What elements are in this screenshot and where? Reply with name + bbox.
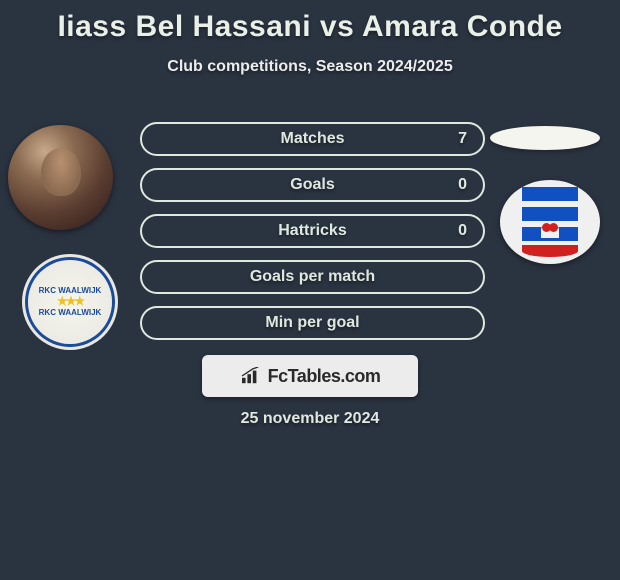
club2-badge xyxy=(500,180,600,264)
stat-row-matches: Matches 7 xyxy=(140,122,485,156)
date-label: 25 november 2024 xyxy=(0,410,620,428)
club1-badge-content: RKC WAALWIJK ★★★ RKC WAALWIJK xyxy=(39,287,102,318)
club2-badge-content xyxy=(522,187,578,257)
stat-label: Goals per match xyxy=(250,268,375,286)
stat-label: Min per goal xyxy=(265,314,359,332)
stat-label: Hattricks xyxy=(278,222,346,240)
stat-row-goals-per-match: Goals per match xyxy=(140,260,485,294)
hearts-icon xyxy=(541,222,559,238)
player1-avatar xyxy=(8,125,113,230)
stat-label: Matches xyxy=(280,130,344,148)
player2-avatar-placeholder xyxy=(490,126,600,150)
stat-row-hattricks: Hattricks 0 xyxy=(140,214,485,248)
stat-row-min-per-goal: Min per goal xyxy=(140,306,485,340)
stat-row-goals: Goals 0 xyxy=(140,168,485,202)
subtitle: Club competitions, Season 2024/2025 xyxy=(0,58,620,76)
club1-stars-icon: ★★★ xyxy=(39,295,102,308)
club1-label-bottom: RKC WAALWIJK xyxy=(39,309,102,318)
brand-badge[interactable]: FcTables.com xyxy=(202,355,418,397)
stat-value: 7 xyxy=(458,130,467,148)
comparison-card: Iiass Bel Hassani vs Amara Conde Club co… xyxy=(0,0,620,580)
stat-value: 0 xyxy=(458,176,467,194)
bar-chart-icon xyxy=(240,367,262,385)
stat-label: Goals xyxy=(290,176,334,194)
brand-text: FcTables.com xyxy=(268,366,381,387)
club1-badge: RKC WAALWIJK ★★★ RKC WAALWIJK xyxy=(28,260,112,344)
page-title: Iiass Bel Hassani vs Amara Conde xyxy=(0,0,620,44)
stat-value: 0 xyxy=(458,222,467,240)
stats-list: Matches 7 Goals 0 Hattricks 0 Goals per … xyxy=(140,122,485,352)
